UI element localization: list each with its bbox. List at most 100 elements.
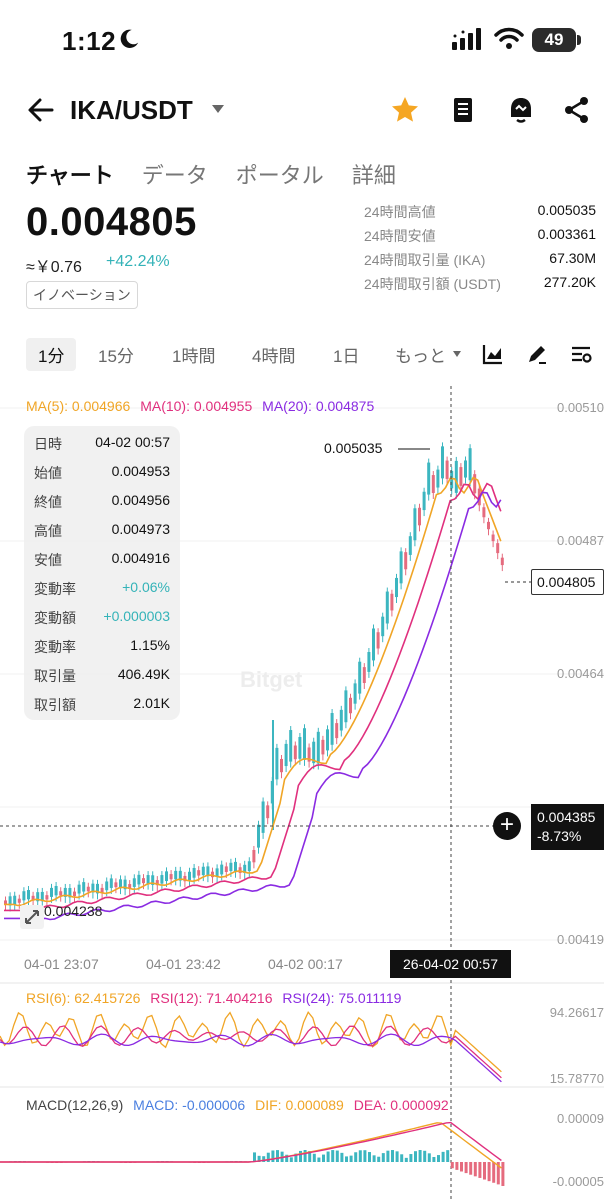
candle-body	[77, 884, 81, 894]
tab-data[interactable]: データ	[141, 163, 208, 188]
candle-body	[142, 878, 145, 884]
stat-row: 24時間取引量 (IKA) 67.30M	[364, 250, 596, 274]
price-change: +42.24%	[106, 253, 170, 270]
ma-legend: MA(5): 0.004966 MA(10): 0.004955 MA(20):…	[26, 398, 380, 414]
macd-bar	[358, 1150, 362, 1162]
candle-body	[422, 491, 426, 511]
macd-bar	[446, 1150, 450, 1162]
candle-body	[17, 898, 21, 903]
back-arrow-icon[interactable]	[26, 96, 56, 124]
macd-bar	[349, 1155, 353, 1162]
info-value: +0.000003	[103, 608, 170, 624]
macd-bar	[253, 1152, 256, 1162]
info-value: +0.06%	[122, 579, 170, 595]
chevron-down-icon[interactable]	[453, 350, 461, 358]
current-price-tag: 0.004805	[531, 569, 604, 595]
crosshair-price: 0.004385	[537, 809, 596, 825]
ma20-line	[4, 491, 502, 921]
candle-body	[275, 747, 279, 780]
macd-bar	[372, 1155, 376, 1162]
candle-body	[128, 884, 132, 889]
indicator-settings-icon[interactable]	[569, 342, 593, 366]
interval-1d[interactable]: 1日	[333, 347, 360, 366]
interval-15m[interactable]: 15分	[98, 347, 134, 366]
info-key: 日時	[34, 436, 62, 452]
add-order-button[interactable]: +	[493, 812, 521, 840]
candle-body	[31, 895, 35, 901]
interval-more[interactable]: もっと	[395, 347, 446, 366]
candle-body	[188, 871, 191, 881]
notebook-icon[interactable]	[448, 95, 478, 125]
candle-body	[54, 885, 58, 896]
info-value: 0.004973	[111, 521, 170, 537]
candle-body	[376, 632, 380, 649]
candle-body	[367, 652, 371, 672]
pair-title[interactable]: IKA/USDT	[70, 95, 193, 125]
macd-bar	[460, 1162, 463, 1172]
price-chart[interactable]	[0, 386, 604, 1200]
battery-tip	[577, 35, 581, 45]
candle-body	[418, 507, 421, 526]
candle-body	[114, 882, 118, 888]
interval-1h[interactable]: 1時間	[172, 347, 216, 366]
info-value: 406.49K	[117, 666, 170, 682]
candle-body	[160, 875, 164, 884]
expand-icon[interactable]	[20, 905, 44, 929]
stat-value: 277.20K	[543, 274, 596, 290]
macd-bar	[308, 1151, 312, 1162]
tab-chart[interactable]: チャート	[26, 163, 114, 188]
chevron-down-icon[interactable]	[212, 104, 224, 114]
candle-body	[192, 867, 196, 878]
interval-1m[interactable]: 1分	[26, 338, 77, 371]
candle-body	[224, 866, 228, 872]
info-row: 変動率 1.15%	[34, 637, 170, 657]
crosshair-price-tag: 0.004385 -8.73%	[531, 804, 604, 850]
draw-tool-icon[interactable]	[525, 342, 549, 366]
candle-body	[408, 536, 412, 555]
stat-label: 24時間安値	[364, 228, 436, 244]
candle-body	[4, 900, 7, 905]
status-time: 1:12	[62, 26, 117, 56]
info-key: 終値	[34, 494, 62, 510]
candle-body	[201, 866, 205, 876]
candle-body	[399, 551, 403, 584]
candle-body	[257, 824, 260, 848]
share-icon[interactable]	[562, 95, 592, 125]
info-key: 安値	[34, 552, 62, 568]
macd-y-bottom: -0.00005	[552, 1174, 604, 1189]
candle-body	[280, 758, 283, 773]
macd-bar	[492, 1162, 496, 1183]
ma5-label: MA(5): 0.004966	[26, 398, 131, 414]
macd-bar	[395, 1151, 399, 1162]
macd-bar	[455, 1162, 459, 1170]
candle-body	[36, 892, 40, 902]
candle-body	[344, 690, 348, 723]
rsi6-label: RSI(6): 62.415726	[26, 990, 141, 1006]
macd-bar	[404, 1157, 408, 1162]
stat-value: 0.005035	[537, 202, 596, 218]
candle-body	[413, 508, 417, 541]
candle-body	[284, 743, 288, 767]
candle-body	[247, 861, 251, 872]
tab-portal[interactable]: ポータル	[235, 163, 324, 188]
chat-bot-icon[interactable]	[506, 95, 536, 125]
rsi24-line	[0, 1033, 502, 1083]
info-key: 変動率	[34, 581, 76, 597]
rsi-legend: RSI(6): 62.415726 RSI(12): 71.404216 RSI…	[26, 990, 407, 1006]
category-tag[interactable]: イノベーション	[26, 281, 138, 309]
candle-body	[105, 881, 109, 891]
chart-type-icon[interactable]	[481, 342, 505, 366]
interval-4h[interactable]: 4時間	[252, 347, 296, 366]
battery-indicator: 49	[532, 28, 576, 52]
candle-body	[220, 864, 224, 875]
stat-row: 24時間取引額 (USDT) 277.20K	[364, 274, 596, 298]
candle-body	[307, 747, 311, 762]
tab-details[interactable]: 詳細	[351, 163, 396, 188]
candle-body	[8, 896, 12, 906]
candle-body	[482, 507, 486, 518]
star-icon[interactable]	[390, 95, 420, 125]
info-key: 取引額	[34, 697, 76, 713]
macd-bar	[450, 1162, 454, 1169]
info-key: 変動率	[34, 639, 76, 655]
rsi12-label: RSI(12): 71.404216	[150, 990, 273, 1006]
